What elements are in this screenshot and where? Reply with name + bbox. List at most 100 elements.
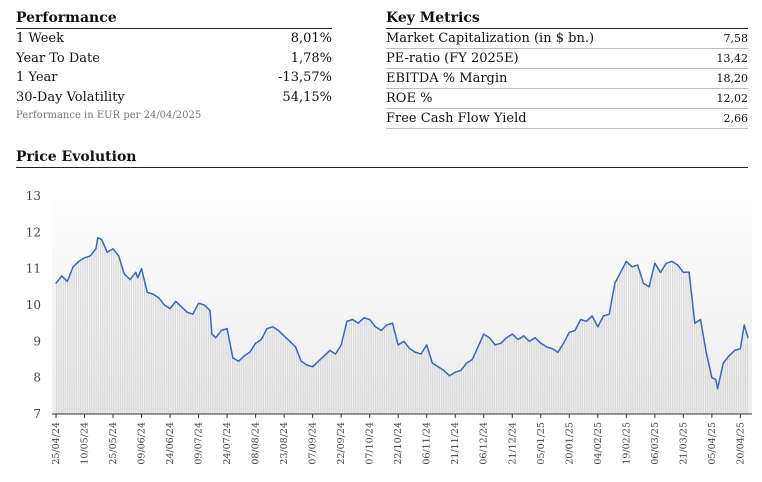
volume-bar: [733, 351, 735, 414]
x-tick-label: 21/12/24: [507, 422, 518, 465]
volume-bar: [265, 332, 267, 414]
volume-bar: [102, 240, 104, 414]
price-point: [705, 351, 707, 353]
volume-bar: [502, 341, 504, 414]
volume-bar: [678, 266, 680, 414]
volume-bar: [97, 237, 99, 414]
metric-label: ROE %: [386, 91, 433, 106]
volume-bar: [656, 266, 658, 414]
volume-bar: [511, 334, 513, 414]
volume-bar: [119, 259, 121, 414]
volume-bar: [251, 349, 253, 414]
volume-bar: [62, 276, 64, 414]
price-point: [78, 260, 80, 262]
volume-bar: [346, 323, 348, 414]
volume-bar: [487, 336, 489, 414]
volume-bar: [320, 359, 322, 414]
volume-bar: [476, 350, 478, 414]
volume-bar: [469, 361, 471, 414]
performance-note: Performance in EUR per 24/04/2025: [16, 110, 202, 121]
price-point: [380, 329, 382, 332]
volume-bar: [496, 344, 498, 414]
volume-bar: [172, 305, 174, 414]
volume-bar: [366, 318, 368, 414]
volume-bar: [540, 342, 542, 414]
volume-bar: [465, 364, 467, 414]
volume-bar: [75, 264, 77, 414]
volume-bar: [190, 313, 192, 414]
volume-bar: [696, 322, 698, 414]
volume-bar: [258, 341, 260, 414]
volume-bar: [597, 325, 599, 414]
volume-bar: [586, 321, 588, 414]
volume-bar: [364, 317, 366, 414]
volume-bar: [458, 371, 460, 414]
price-point: [734, 349, 736, 352]
volume-bar: [570, 331, 572, 414]
y-tick-label: 8: [33, 371, 41, 385]
x-tick-label: 09/07/24: [194, 422, 205, 465]
volume-bar: [126, 275, 128, 414]
x-tick-label: 23/08/24: [279, 422, 290, 465]
volume-bar: [203, 304, 205, 414]
volume-bar: [133, 275, 135, 414]
volume-bar: [311, 366, 313, 414]
price-point: [289, 340, 291, 342]
price-point: [260, 338, 262, 341]
volume-bar: [698, 320, 700, 414]
price-point: [146, 291, 148, 293]
y-axis: 7 8 9 10 11 12 13: [26, 189, 41, 421]
volume-bar: [568, 333, 570, 414]
volume-bar: [399, 344, 401, 414]
volume-bar: [643, 283, 645, 414]
performance-row-label: 1 Year: [16, 70, 58, 85]
volume-bar: [139, 273, 141, 414]
volume-bar: [661, 271, 663, 414]
metric-label: PE-ratio (FY 2025E): [386, 51, 519, 66]
volume-bar: [722, 366, 724, 414]
volume-bar: [522, 336, 524, 414]
volume-bar: [478, 345, 480, 414]
price-point: [272, 326, 274, 328]
volume-bar: [390, 323, 392, 414]
price-evolution-chart: 7 8 9 10 11 12 13 25/04/24 10/05/24 25/05/24 09/0…: [26, 182, 752, 465]
volume-bar: [654, 265, 656, 414]
x-tick-label: 06/03/25: [650, 422, 661, 465]
volume-bar: [207, 308, 209, 414]
volume-bar: [163, 304, 165, 414]
volume-bar: [128, 278, 130, 414]
volume-bar: [689, 277, 691, 414]
volume-bar: [592, 317, 594, 414]
performance-row: 1 Week 8,01%: [16, 29, 332, 49]
volume-bar: [456, 371, 458, 414]
volume-bar: [401, 342, 403, 414]
volume-bar: [256, 342, 258, 414]
volume-bar: [234, 358, 236, 414]
price-point: [677, 264, 679, 266]
volume-bar: [177, 302, 179, 414]
price-point: [106, 251, 108, 253]
volume-bar: [650, 283, 652, 414]
price-point: [129, 278, 131, 281]
volume-bar: [531, 340, 533, 414]
x-tick-label: 05/04/25: [707, 422, 718, 465]
volume-bar: [192, 313, 194, 414]
volume-bar: [515, 337, 517, 414]
price-point: [61, 275, 63, 277]
volume-bar: [421, 353, 423, 414]
price-point: [175, 300, 177, 302]
x-tick-label: 22/09/24: [336, 422, 347, 465]
price-point: [169, 308, 171, 310]
price-point: [511, 333, 513, 335]
volume-bar: [271, 327, 273, 414]
volume-bar: [293, 344, 295, 414]
volume-bar: [104, 245, 106, 414]
volume-bar: [86, 257, 88, 414]
volume-bar: [709, 366, 711, 414]
volume-bar: [170, 308, 172, 414]
price-point: [654, 262, 656, 264]
volume-bar: [544, 345, 546, 414]
y-tick-label: 11: [26, 262, 41, 276]
volume-bar: [168, 307, 170, 414]
performance-row: 1 Year -13,57%: [16, 68, 332, 88]
